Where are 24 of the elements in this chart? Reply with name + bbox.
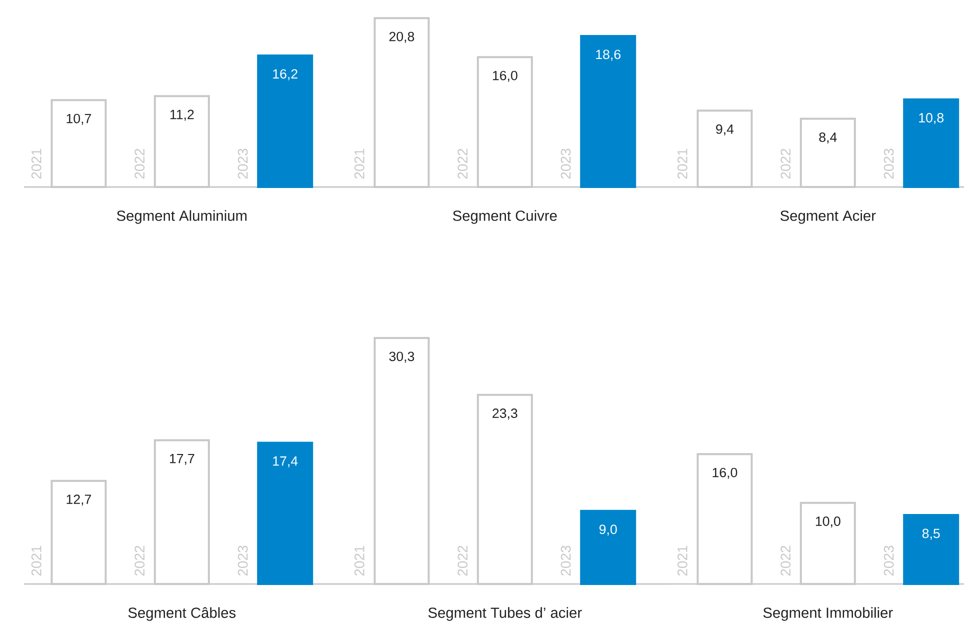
data-label: 9,0 [599, 524, 617, 536]
data-label: 16,0 [712, 468, 738, 479]
data-label: 23,3 [492, 408, 518, 420]
data-label: 11,2 [170, 110, 194, 121]
data-label: 10,7 [66, 114, 92, 125]
data-label: 18,6 [596, 50, 620, 61]
text: Segment Aluminium [116, 210, 247, 224]
data-label: 8,5 [922, 528, 940, 540]
data-label: 30,3 [389, 352, 414, 363]
data-label: 12,7 [66, 494, 92, 506]
data-label: 16,2 [273, 69, 298, 80]
data-label: 17,7 [170, 454, 194, 465]
text: Segment Cuivre [452, 210, 557, 224]
data-label: 20,8 [389, 32, 414, 43]
data-label: 10,0 [816, 516, 840, 528]
data-label: 17,4 [273, 456, 298, 468]
data-label: 16,0 [492, 70, 518, 82]
text: Segment Tubes d’ acier [428, 607, 582, 621]
text: Segment Acier [780, 210, 876, 224]
data-label: 9,4 [716, 124, 734, 136]
text: Segment Câbles [128, 607, 236, 621]
data-label: 10,8 [919, 113, 944, 124]
text: Segment Immobilier [763, 607, 893, 621]
data-label: 8,4 [819, 132, 837, 144]
